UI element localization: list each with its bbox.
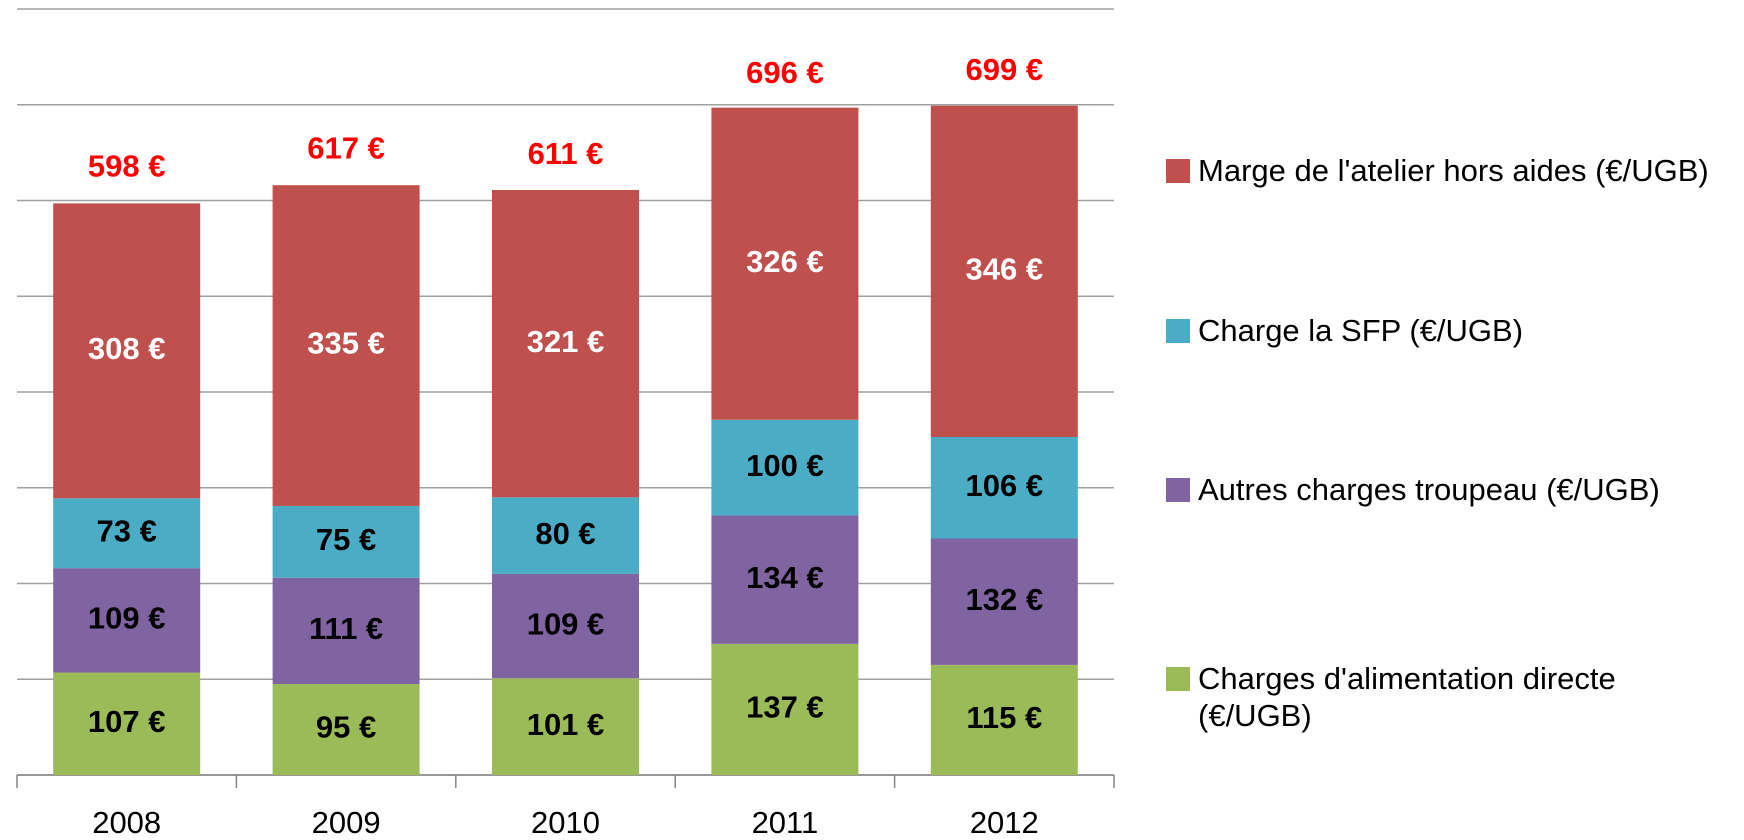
bar-segment [492, 573, 639, 679]
bar-segment [930, 664, 1078, 775]
data-label: 111 € [309, 611, 383, 646]
data-label: 134 € [746, 560, 824, 595]
data-label: 326 € [746, 244, 824, 279]
total-label: 699 € [966, 52, 1044, 87]
data-label: 80 € [535, 516, 595, 551]
data-label: 95 € [316, 710, 376, 745]
bar-segment [492, 678, 639, 775]
bar-segment [930, 538, 1078, 665]
data-label: 335 € [307, 326, 385, 361]
legend-item: Marge de l'atelier hors aides (€/UGB) [1166, 152, 1711, 189]
legend-swatch [1166, 159, 1190, 183]
bar-segment [492, 189, 639, 498]
legend-label: Autres charges troupeau (€/UGB) [1198, 472, 1660, 507]
data-label: 107 € [88, 704, 166, 739]
bar-segment [272, 185, 420, 506]
data-label: 115 € [966, 700, 1042, 735]
legend-swatch [1166, 478, 1190, 502]
x-tick-label: 2008 [92, 805, 161, 840]
legend-item: Charge la SFP (€/UGB) [1166, 312, 1711, 349]
data-label: 100 € [746, 448, 824, 483]
legend-label: Charges d'alimentation directe (€/UGB) [1198, 661, 1616, 733]
legend-swatch [1166, 319, 1190, 343]
bar-segment [492, 497, 639, 574]
bar-segment [272, 684, 420, 775]
data-label: 321 € [527, 324, 605, 359]
legend-label: Marge de l'atelier hors aides (€/UGB) [1198, 153, 1709, 188]
legend-label: Charge la SFP (€/UGB) [1198, 313, 1524, 348]
x-tick-label: 2012 [970, 805, 1039, 840]
data-label: 109 € [527, 606, 605, 641]
x-tick-label: 2010 [531, 805, 600, 840]
total-label: 611 € [528, 136, 604, 171]
total-label: 617 € [307, 130, 385, 165]
total-label: 598 € [88, 149, 166, 184]
data-label: 73 € [97, 513, 157, 548]
bar-segment [930, 437, 1078, 539]
bar-segment [711, 419, 859, 516]
bar-segment [272, 577, 420, 685]
data-label: 346 € [966, 252, 1044, 287]
total-label: 696 € [746, 55, 824, 90]
x-tick-label: 2011 [752, 805, 819, 840]
data-label: 109 € [88, 601, 166, 636]
legend-item: Autres charges troupeau (€/UGB) [1166, 471, 1711, 508]
bar-segment [711, 107, 859, 420]
bar-segment [930, 105, 1078, 438]
data-label: 132 € [966, 582, 1044, 617]
bar-segment [53, 203, 201, 499]
bar-segment [53, 672, 201, 775]
bar-segment [53, 498, 201, 569]
legend-swatch [1166, 667, 1190, 691]
bar-segment [711, 643, 859, 775]
data-label: 106 € [966, 468, 1044, 503]
data-label: 75 € [316, 522, 376, 557]
legend-item: Charges d'alimentation directe (€/UGB) [1166, 660, 1711, 734]
data-label: 101 € [527, 707, 605, 742]
bar-segment [272, 505, 420, 578]
data-label: 137 € [746, 690, 824, 725]
bar-segment [53, 568, 201, 673]
x-tick-label: 2009 [312, 805, 381, 840]
data-label: 308 € [88, 331, 166, 366]
bar-segment [711, 515, 859, 644]
